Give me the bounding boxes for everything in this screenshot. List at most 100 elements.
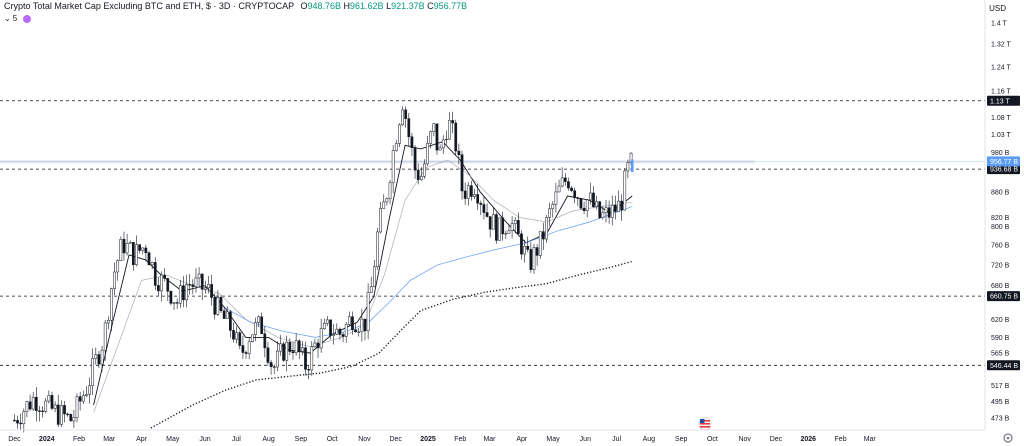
- candle-body-down: [485, 212, 489, 217]
- candle-body-down: [282, 343, 285, 361]
- candle: [398, 123, 401, 148]
- price-tick-label: 1.03 T: [991, 132, 1011, 139]
- price-tick-label: 1.24 T: [991, 64, 1011, 71]
- candle: [229, 309, 232, 338]
- candle-body-up: [22, 411, 26, 425]
- candle: [563, 173, 567, 186]
- candle: [451, 111, 454, 134]
- settings-gear-icon[interactable]: [1003, 433, 1013, 443]
- candle-body-down: [241, 345, 245, 353]
- candle: [203, 280, 207, 294]
- price-axis[interactable]: 1.4 T 1.32 T 1.24 T 1.16 T 1.08 T 1.03 T 980 B…: [991, 20, 1011, 422]
- us-flag-icon[interactable]: [698, 417, 712, 431]
- candle: [573, 187, 577, 204]
- candle-body-down: [153, 262, 157, 286]
- candle-body-down: [63, 405, 66, 415]
- candle-body-up: [551, 204, 555, 210]
- candle: [138, 244, 141, 254]
- candle: [232, 322, 235, 343]
- moving-average-3[interactable]: [150, 260, 633, 429]
- candle: [207, 275, 210, 294]
- candle-body-up: [141, 247, 145, 251]
- candle: [595, 195, 598, 210]
- candle-body-up: [103, 322, 107, 351]
- candle-body-down: [351, 316, 354, 330]
- candle: [376, 227, 379, 271]
- candle-body-up: [301, 347, 304, 352]
- candle: [81, 390, 85, 405]
- candle: [157, 277, 160, 296]
- candle: [466, 181, 470, 206]
- candle-body-up: [25, 401, 29, 412]
- currency-label[interactable]: USD: [989, 4, 1006, 13]
- candle: [626, 159, 630, 179]
- candle-body-up: [322, 322, 326, 329]
- candle-body-up: [432, 123, 436, 133]
- candle-body-up: [257, 316, 260, 323]
- candle-body-down: [232, 330, 235, 340]
- candle: [182, 275, 185, 308]
- candle-body-up: [379, 208, 382, 233]
- candle-body-up: [513, 220, 517, 224]
- price-tick-label: 590 B: [991, 335, 1010, 342]
- price-tick-label: 760 B: [991, 243, 1010, 250]
- candle: [238, 330, 242, 350]
- candle-body-up: [448, 120, 451, 140]
- moving-average-1[interactable]: [93, 159, 633, 413]
- candle: [235, 326, 238, 344]
- candle-body-down: [238, 332, 242, 346]
- moving-average-2[interactable]: [224, 206, 633, 338]
- candle-body-down: [56, 404, 60, 425]
- candle-body-up: [81, 395, 85, 402]
- candle: [275, 340, 279, 372]
- candle: [341, 331, 345, 343]
- candle-body-down: [266, 347, 270, 363]
- candle: [163, 268, 167, 282]
- candle-body-up: [172, 302, 176, 304]
- candle-body-up: [595, 201, 598, 207]
- candle-body-down: [28, 401, 32, 410]
- open-value: 948.76B: [307, 1, 342, 11]
- candle-body-up: [344, 324, 348, 337]
- candle-body-down: [570, 187, 573, 191]
- symbol-title[interactable]: Crypto Total Market Cap Excluding BTC an…: [4, 1, 294, 11]
- candle: [551, 201, 555, 218]
- candle-body-up: [332, 334, 336, 336]
- candle: [91, 348, 95, 396]
- candle-body-down: [175, 302, 179, 304]
- indicator-row: ⌄ 5: [4, 14, 32, 23]
- candle: [344, 322, 348, 343]
- level-badge-1: 936.68 B: [987, 164, 1020, 175]
- candle: [60, 400, 63, 428]
- candle-body-down: [38, 410, 41, 412]
- candle: [185, 274, 188, 308]
- candle-body-down: [97, 354, 101, 365]
- candle: [97, 351, 101, 368]
- candle: [147, 250, 151, 266]
- candle-body-up: [445, 138, 448, 141]
- candle-body-down: [457, 150, 461, 155]
- candle-body-up: [319, 328, 323, 349]
- candle: [257, 315, 260, 327]
- moving-average-0[interactable]: [93, 141, 633, 406]
- candle: [604, 199, 608, 223]
- last-candle[interactable]: [630, 159, 634, 172]
- candle-body-down: [495, 214, 498, 241]
- time-axis[interactable]: Dec 2024 Feb Mar Apr May Jun Jul Aug Sep Oct Nov Dec…: [8, 436, 876, 443]
- chevron-down-icon: ⌄: [4, 14, 11, 23]
- candle-body-up: [366, 292, 370, 332]
- indicators-toggle[interactable]: ⌄ 5: [4, 14, 17, 23]
- candle-body-up: [369, 286, 373, 293]
- indicator-settings-icon[interactable]: [23, 14, 32, 23]
- candle: [219, 295, 223, 313]
- candle: [445, 130, 448, 145]
- time-tick-label: Mar: [103, 436, 116, 443]
- indicator-count: 5: [12, 14, 18, 23]
- candle-body-down: [404, 109, 408, 119]
- candle: [169, 290, 173, 306]
- time-tick-label: Dec: [389, 436, 402, 443]
- candle-body-down: [329, 319, 332, 336]
- time-tick-label: Mar: [864, 436, 877, 443]
- candle-body-down: [66, 413, 69, 416]
